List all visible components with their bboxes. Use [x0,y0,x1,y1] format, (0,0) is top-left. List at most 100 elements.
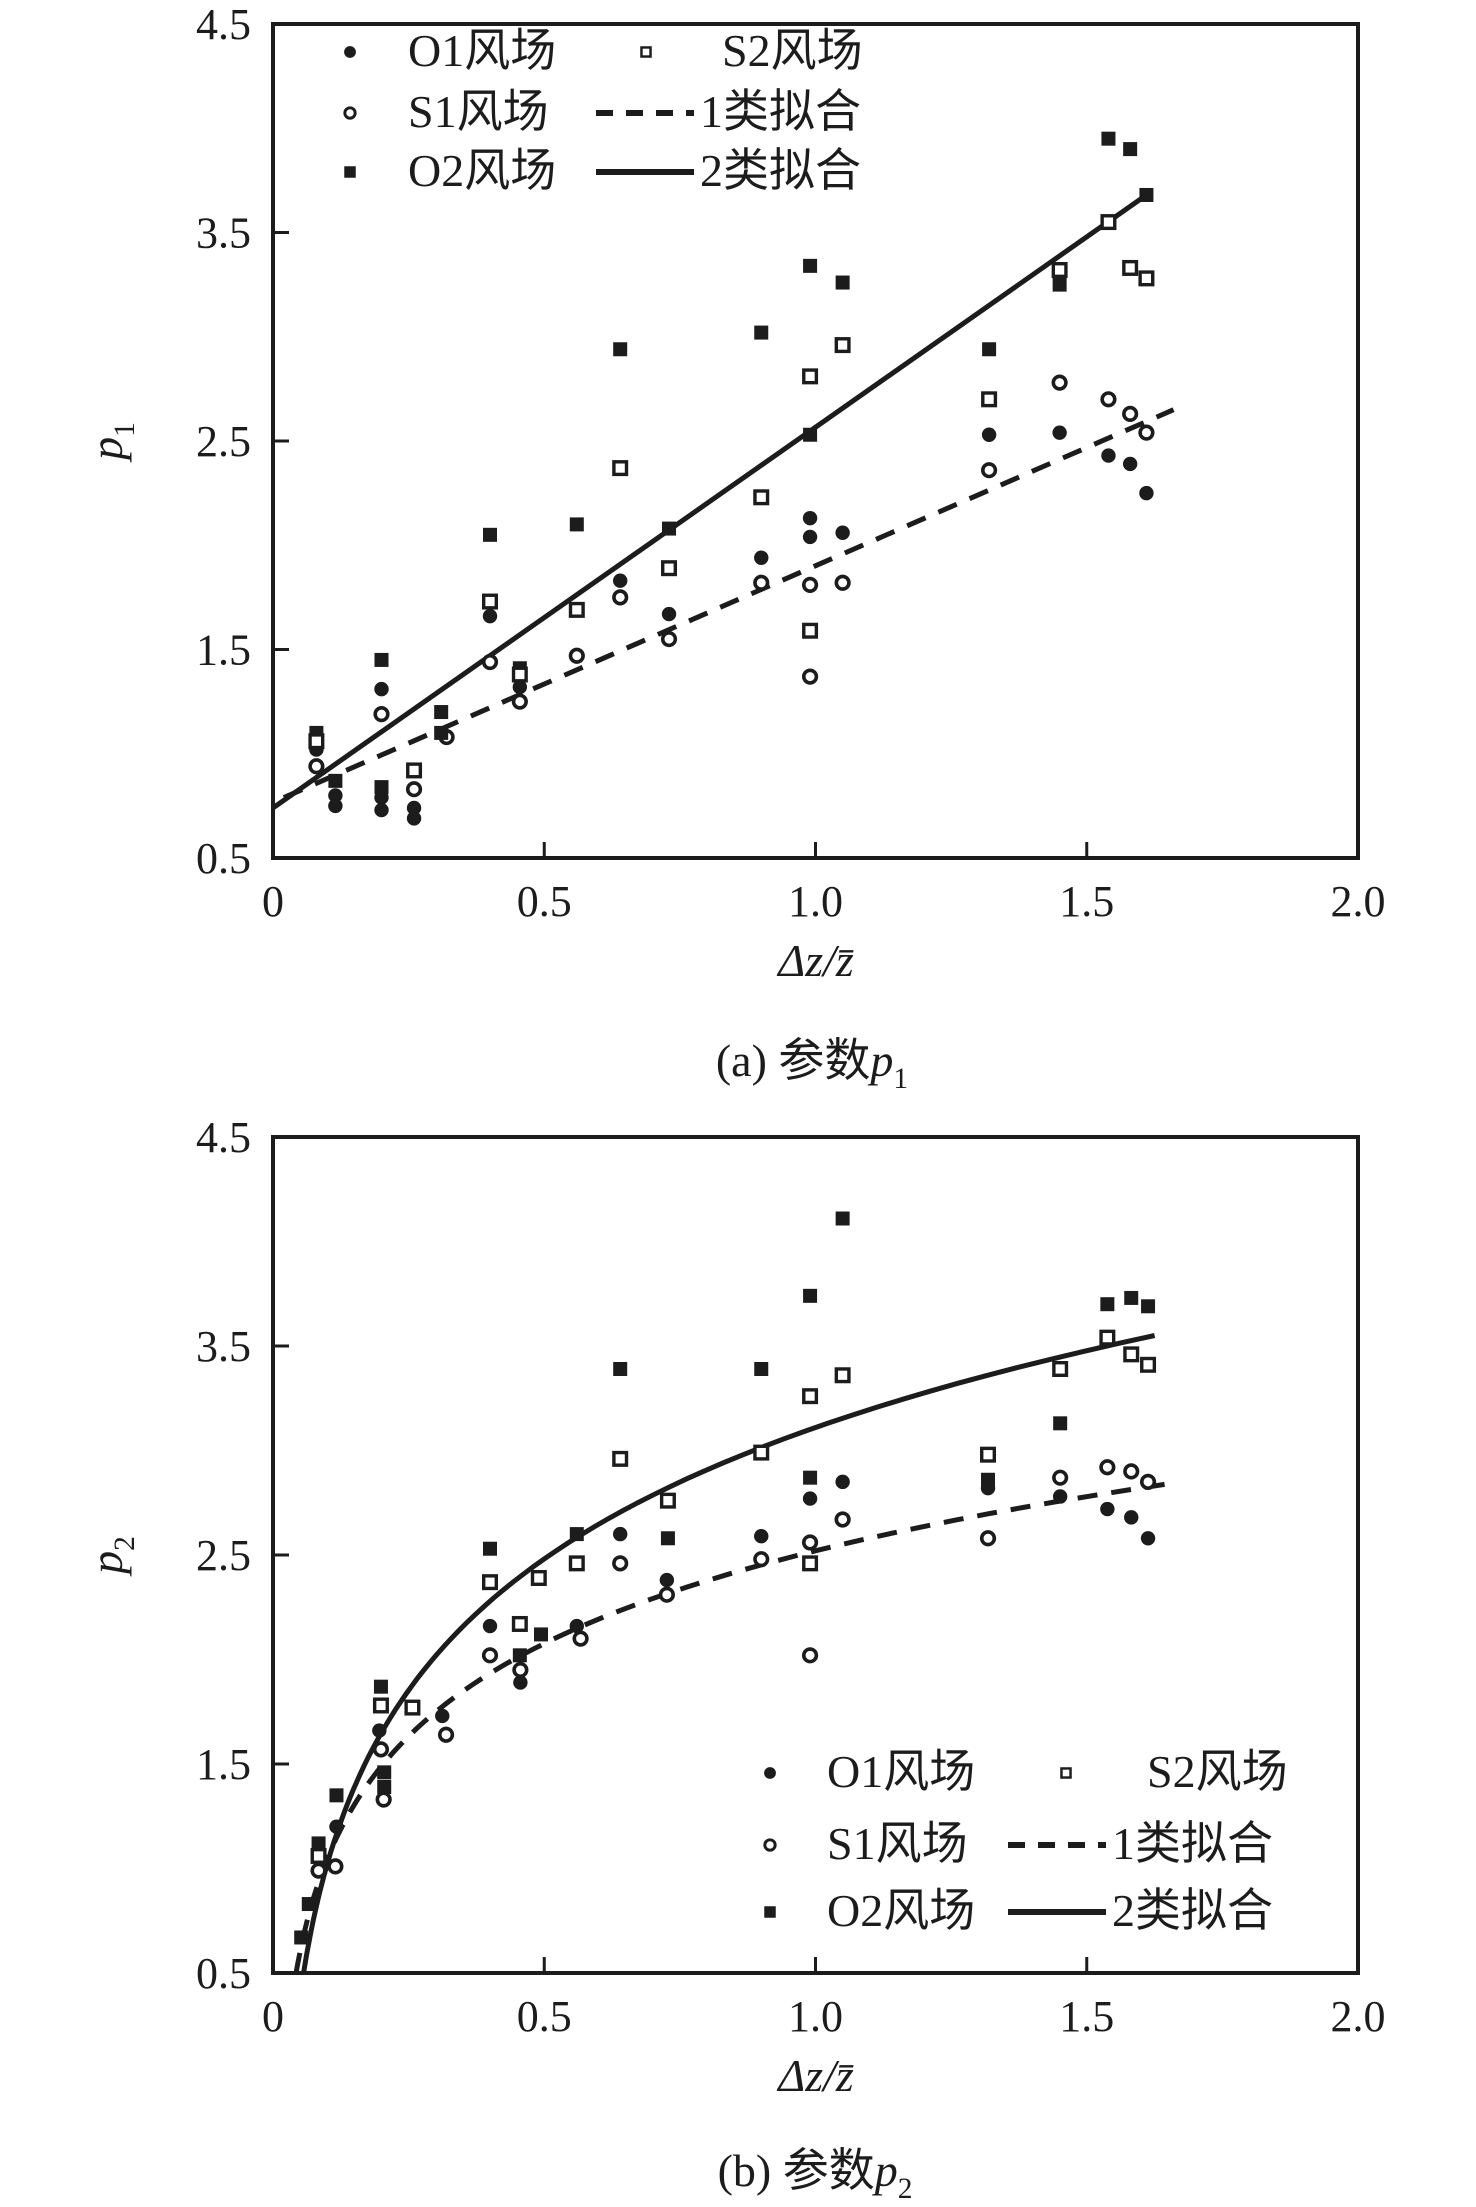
y-tick-label: 4.5 [196,0,251,49]
point-S1 [373,706,390,723]
point-O2 [1123,142,1138,157]
series-S1 [308,374,1155,798]
point-O2 [328,773,343,788]
point-S1 [801,1647,819,1664]
point-S1 [327,1858,344,1875]
point-S2 [612,460,629,477]
point-S2 [1051,262,1068,279]
point-S2 [310,1847,327,1864]
point-S2 [406,762,423,779]
legend-open-square-icon [640,46,652,58]
point-O1 [754,550,769,565]
point-O2 [1052,277,1067,292]
point-O1 [802,1491,818,1506]
point-S2 [834,1367,851,1384]
legend-item-label: S2风场 [722,25,863,76]
point-S2 [661,560,678,577]
point-O2 [1100,1297,1115,1312]
point-S1 [481,1647,499,1664]
point-S2 [802,1388,819,1405]
point-S2 [802,622,819,639]
point-S2 [753,489,770,506]
point-S1 [801,576,819,593]
point-O1 [435,1708,450,1724]
point-S2 [404,1699,421,1716]
point-O1 [569,1618,584,1634]
legend-item-label: 1类拟合 [1112,1818,1273,1869]
point-O1 [372,1723,387,1738]
point-O1 [802,529,818,545]
point-S2 [1138,270,1155,287]
point-S1 [1138,424,1155,441]
x-tick-label: 1.5 [1059,1992,1114,2041]
point-O1 [613,573,628,588]
panel-caption: (a) 参数p1 [716,1035,908,1095]
point-O2 [1124,1290,1139,1305]
point-O1 [802,510,818,526]
point-S1 [568,647,585,664]
y-tick-label: 2.5 [196,417,251,466]
point-S2 [482,593,499,610]
point-O1 [1122,456,1138,472]
y-axis-label: p2 [81,1536,141,1577]
point-O2 [533,1627,548,1642]
point-S2 [981,391,998,408]
point-O1 [512,679,528,695]
point-O1 [1100,1501,1115,1517]
legend-filled-circle-icon [764,1767,776,1779]
legend-item-label: S1风场 [408,86,549,137]
point-S1 [481,653,499,671]
series-S1 [310,1459,1157,1879]
legend-b: O1风场 S1风场 O2风场 S2风场 1类拟合 2类拟合 [763,1746,1288,1936]
point-S2 [753,1444,770,1461]
x-tick-label: 2.0 [1331,877,1386,926]
point-S1 [658,1586,675,1603]
point-S1 [1051,374,1068,391]
fit-line-class1 [293,1480,1174,1974]
point-S2 [1123,1346,1140,1363]
point-S2 [612,1450,629,1467]
fit-line-class2 [271,192,1148,811]
point-O1 [328,798,343,814]
point-S1 [405,781,423,798]
point-O2 [483,1541,497,1556]
fit-line-class2 [301,1333,1156,1973]
point-O2 [569,1527,584,1542]
point-O2 [373,1679,388,1694]
x-tick-label: 0.5 [517,877,572,926]
legend-open-circle-icon [763,1838,777,1852]
legend-open-circle-icon [343,106,357,120]
point-S1 [834,1511,851,1528]
point-O2 [329,1788,344,1803]
point-S1 [372,1741,390,1758]
point-O1 [406,800,422,816]
legend-item-label: O2风场 [827,1885,975,1936]
point-S2 [1122,259,1139,276]
x-tick-label: 1.5 [1059,877,1114,926]
point-O2 [754,1361,769,1376]
point-O1 [754,1528,769,1544]
point-S2 [802,368,819,385]
point-S1 [660,630,678,648]
fit-line-class1 [282,407,1175,800]
point-O2 [613,342,628,357]
chart-a: 0.51.52.53.54.50 0.5 1.0 1.5 2.0Δz/z̄p1(a) 参… [81,0,1386,1095]
point-S1 [612,589,629,606]
point-O2 [301,1897,316,1912]
y-axis-label: p1 [81,422,141,463]
point-O2 [311,1836,326,1851]
point-S1 [308,758,325,775]
point-O2 [803,427,818,442]
point-S2 [511,666,528,683]
point-S2 [568,601,585,618]
legend-item-label: O1风场 [827,1746,975,1797]
point-O2 [982,342,997,357]
point-O2 [803,258,818,273]
legend-item-label: 1类拟合 [700,86,861,137]
point-S1 [1139,1473,1157,1490]
point-O2 [803,1470,818,1485]
point-S1 [1099,1459,1116,1476]
series-O2 [294,1211,1156,1945]
point-O2 [1101,131,1116,146]
